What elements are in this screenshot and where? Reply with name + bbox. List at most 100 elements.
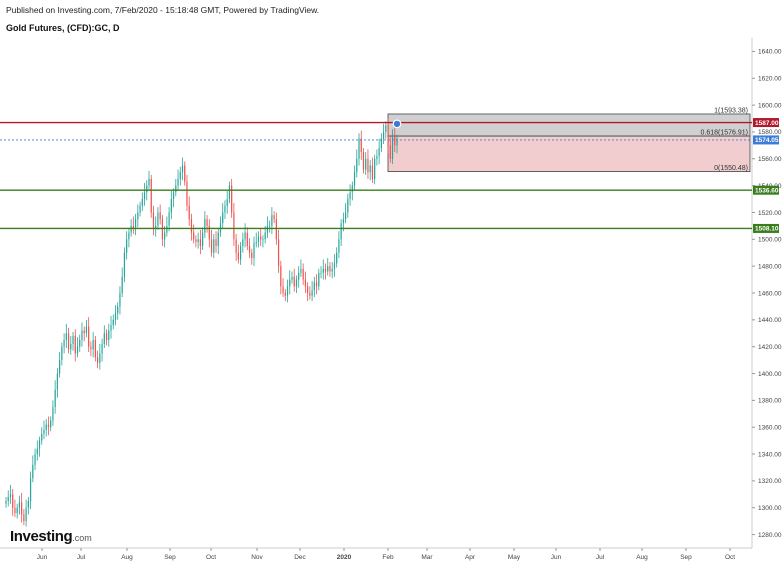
candle-body	[387, 125, 389, 146]
candle-body	[376, 156, 378, 159]
candle-body	[128, 232, 130, 240]
candle-body	[132, 225, 134, 229]
candle-body	[18, 502, 21, 508]
x-tick-label: Oct	[725, 554, 735, 561]
y-tick-label: 1560.00	[758, 156, 782, 163]
candle-body	[246, 232, 248, 247]
fib-level-label: 1(1593.38)	[714, 107, 748, 114]
candle-body	[291, 276, 293, 280]
candle-body	[322, 268, 324, 273]
candle-body	[197, 239, 199, 242]
candle-body	[38, 440, 41, 449]
candle-body	[52, 407, 54, 421]
candle-body	[222, 212, 224, 224]
x-tick-label: Nov	[251, 554, 263, 561]
candle-body	[193, 232, 195, 240]
candle-body	[210, 239, 213, 253]
candle-body	[307, 286, 309, 293]
candle-body	[324, 268, 327, 272]
candle-body	[235, 239, 237, 253]
candle-body	[286, 286, 289, 296]
candle-body	[266, 225, 269, 233]
candle-body	[215, 239, 217, 247]
candle-body	[59, 360, 61, 374]
candle-body	[150, 178, 152, 213]
y-tick-label: 1360.00	[758, 425, 782, 432]
candle-body	[338, 239, 340, 253]
current-price-badge	[753, 135, 779, 145]
candle-body	[342, 219, 344, 224]
candle-body	[217, 232, 219, 247]
candle-body	[242, 239, 244, 247]
candle-body	[177, 178, 179, 186]
x-tick-label: May	[508, 554, 521, 561]
candle-body	[164, 232, 166, 240]
candle-body	[199, 239, 201, 247]
candle-body	[54, 389, 56, 408]
candle-body	[382, 131, 385, 139]
candle-body	[293, 276, 295, 287]
candle-body	[114, 313, 117, 320]
candle-body	[282, 286, 284, 293]
candle-body	[251, 252, 253, 259]
fib-level-label: 0(1550.48)	[714, 165, 748, 172]
x-tick-label: Jun	[551, 554, 562, 561]
candle-body	[121, 276, 123, 293]
candle-body	[14, 507, 16, 514]
candle-body	[103, 333, 105, 344]
fib-zone-lower	[387, 135, 751, 172]
candle-body	[110, 325, 112, 331]
candle-body	[257, 236, 260, 242]
candle-body	[195, 239, 197, 242]
candle-body	[190, 219, 193, 233]
candle-body	[295, 279, 298, 287]
candle-body	[204, 219, 206, 233]
x-tick-label: Feb	[382, 554, 394, 561]
investing-logo: Investing.com	[10, 528, 92, 545]
candle-body	[141, 199, 143, 206]
candle-body	[367, 158, 369, 173]
candle-body	[179, 172, 181, 179]
candle-body	[83, 330, 85, 334]
candle-body	[47, 424, 50, 428]
candle-body	[333, 263, 336, 269]
y-tick-label: 1600.00	[758, 102, 782, 109]
candle-body	[96, 357, 99, 363]
y-tick-label: 1640.00	[758, 49, 782, 56]
candle-body	[161, 219, 164, 240]
candle-body	[27, 501, 29, 508]
candle-body	[74, 335, 76, 354]
x-tick-label: Jun	[37, 554, 48, 561]
candle-body	[264, 232, 266, 240]
candle-body	[262, 239, 264, 241]
candle-body	[255, 242, 257, 244]
candle-body	[253, 243, 255, 259]
candle-body	[302, 268, 304, 280]
fib-zone-upper	[387, 113, 751, 137]
candle-body	[50, 420, 52, 428]
alert-marker-icon	[392, 119, 402, 129]
candle-body	[349, 192, 351, 200]
candle-body	[244, 232, 246, 240]
candle-body	[81, 330, 83, 340]
candle-body	[21, 502, 23, 515]
candle-body	[365, 158, 367, 170]
candle-body	[239, 246, 242, 260]
candle-body	[271, 215, 273, 226]
candle-body	[25, 507, 27, 522]
candle-body	[340, 223, 342, 240]
x-tick-label: Aug	[121, 554, 133, 561]
candle-body	[12, 494, 14, 508]
candle-body	[170, 199, 172, 213]
candle-body	[155, 225, 157, 229]
candle-body	[159, 212, 161, 220]
candle-body	[168, 212, 170, 226]
candle-body	[67, 333, 70, 350]
candle-body	[362, 152, 365, 170]
candle-body	[385, 125, 387, 132]
x-tick-label: Dec	[294, 554, 306, 561]
current-price-badge-label: 1574.05	[755, 137, 779, 144]
price-badge-label: 1508.10	[755, 226, 779, 233]
candle-body	[9, 494, 12, 497]
